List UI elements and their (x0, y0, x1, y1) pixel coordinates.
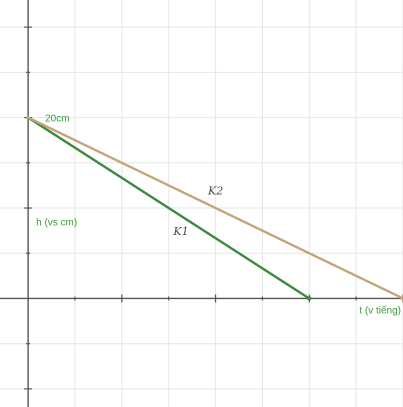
plot-area (26, 116, 403, 301)
series-line-k2 (26, 116, 403, 300)
series-line-k1 (26, 116, 311, 300)
annotation-20cm: 20cm (45, 114, 69, 125)
y-axis-label: h (vs cm) (36, 218, 77, 229)
x-axis-label: t (v tiếng) (359, 304, 401, 316)
chart-labels: 20cm h (vs cm) t (v tiếng) K1 K2 (36, 114, 401, 317)
series-endpoint-k2 (400, 296, 403, 301)
series-endpoint-k1 (307, 296, 312, 301)
series-label-k1: K1 (172, 225, 188, 238)
series-label-k2: K2 (207, 184, 223, 197)
